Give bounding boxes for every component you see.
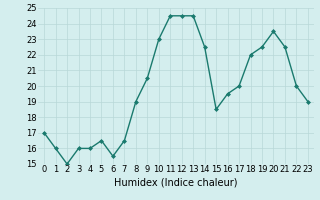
X-axis label: Humidex (Indice chaleur): Humidex (Indice chaleur) <box>114 177 238 187</box>
